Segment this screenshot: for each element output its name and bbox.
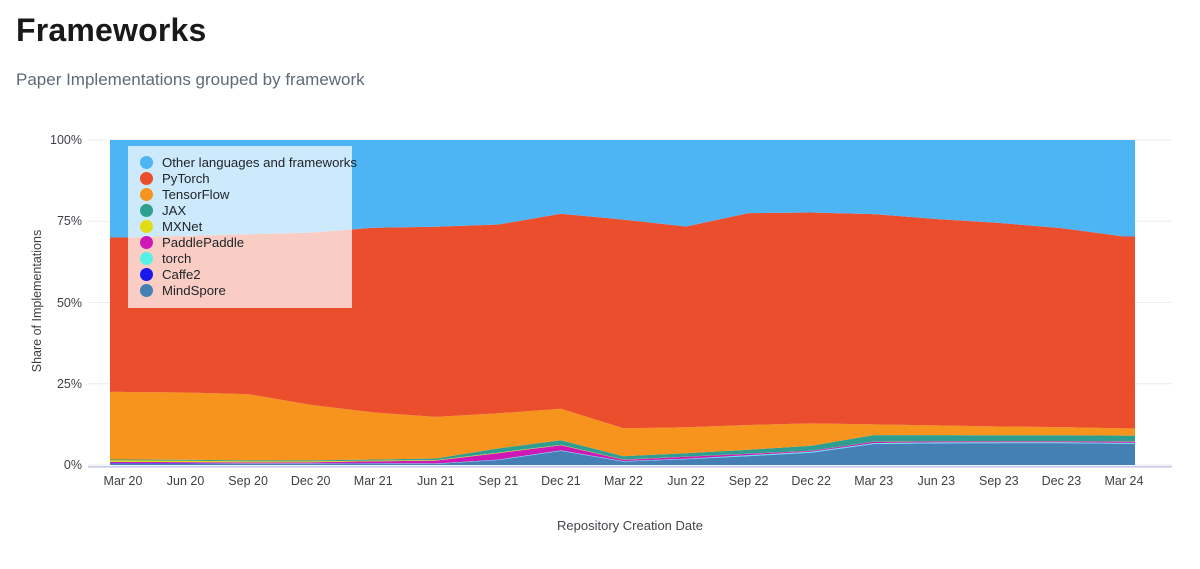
area-tensorflow[interactable]: [110, 391, 1135, 461]
x-tick-label-mar-24: Mar 24: [1104, 474, 1144, 488]
legend-swatch-icon: [140, 235, 153, 249]
legend-item-caffe2[interactable]: Caffe2: [140, 266, 340, 282]
x-tick-label-dec-23: Dec 23: [1041, 474, 1082, 488]
legend-item-pytorch[interactable]: PyTorch: [140, 171, 340, 187]
page-subtitle: Paper Implementations grouped by framewo…: [16, 70, 365, 89]
legend-label: torch: [162, 250, 192, 266]
y-tick-label-100: 100%: [50, 133, 82, 147]
chart-legend: Other languages and frameworks PyTorch Ten…: [128, 146, 357, 309]
legend-item-torch[interactable]: torch: [140, 250, 340, 266]
legend-label: Caffe2: [162, 266, 201, 282]
legend-item-mxnet[interactable]: MXNet: [140, 219, 340, 235]
legend-item-tensorflow[interactable]: TensorFlow: [140, 187, 340, 203]
legend-label: PyTorch: [162, 171, 210, 187]
legend-swatch-icon: [140, 220, 153, 233]
area-mindspore[interactable]: [110, 443, 1135, 465]
legend-swatch-icon: [140, 172, 153, 186]
x-tick-label-sep-22: Sep 22: [728, 474, 769, 488]
area-jax[interactable]: [110, 435, 1135, 462]
x-tick-label-jun-22: Jun 22: [667, 474, 705, 488]
legend-label: MindSpore: [162, 282, 226, 298]
x-tick-label-mar-23: Mar 23: [854, 474, 894, 488]
legend-label: Other languages and frameworks: [162, 155, 357, 171]
legend-swatch-icon: [140, 267, 153, 281]
legend-swatch-icon: [140, 283, 153, 297]
x-tick-label-mar-21: Mar 21: [353, 474, 393, 488]
legend-item-paddlepaddle[interactable]: PaddlePaddle: [140, 234, 340, 250]
legend-swatch-icon: [140, 204, 153, 218]
x-tick-label-jun-20: Jun 20: [166, 474, 205, 488]
x-axis-title: Repository Creation Date: [557, 518, 703, 533]
legend-item-jax[interactable]: JAX: [140, 203, 340, 219]
x-tick-label-dec-21: Dec 21: [541, 474, 581, 488]
x-tick-label-mar-20: Mar 20: [103, 474, 143, 488]
y-tick-label-25: 25%: [56, 376, 82, 391]
x-tick-label-sep-20: Sep 20: [228, 474, 268, 488]
page-title: Frameworks: [16, 12, 207, 48]
y-tick-label-0: 0%: [63, 458, 82, 472]
x-tick-label-dec-20: Dec 20: [290, 474, 331, 488]
x-tick-label-sep-23: Sep 23: [979, 474, 1019, 488]
x-tick-label-jun-21: Jun 21: [417, 474, 455, 488]
x-tick-label-sep-21: Sep 21: [478, 474, 519, 488]
legend-label: MXNet: [162, 219, 203, 234]
y-axis-title: Share of Implementations: [30, 229, 44, 373]
legend-swatch-icon: [140, 251, 153, 265]
x-tick-label-dec-22: Dec 22: [791, 474, 831, 488]
legend-swatch-icon: [140, 188, 153, 202]
legend-item-other-languages-and-frameworks[interactable]: Other languages and frameworks: [140, 155, 357, 171]
area-other-languages-and-frameworks[interactable]: [110, 140, 1135, 238]
area-pytorch[interactable]: [110, 212, 1135, 429]
legend-label: PaddlePaddle: [162, 234, 245, 250]
legend-swatch-icon: [140, 156, 153, 170]
y-tick-label-50: 50%: [56, 295, 82, 310]
legend-item-mindspore[interactable]: MindSpore: [140, 282, 340, 298]
legend-label: TensorFlow: [162, 187, 230, 203]
x-tick-label-jun-23: Jun 23: [917, 474, 956, 488]
y-tick-label-75: 75%: [56, 214, 82, 229]
legend-label: JAX: [162, 203, 187, 219]
x-tick-label-mar-22: Mar 22: [604, 474, 643, 488]
